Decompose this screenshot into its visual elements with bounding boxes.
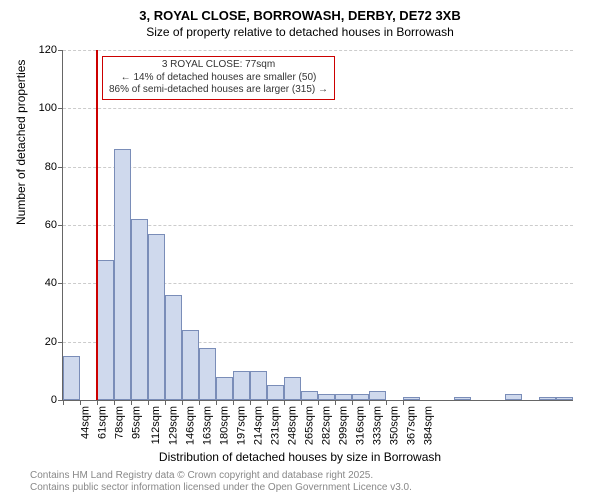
histogram-bar	[63, 356, 80, 400]
histogram-bar	[233, 371, 250, 400]
histogram-bar	[148, 234, 165, 400]
footer-line1: Contains HM Land Registry data © Crown c…	[30, 470, 412, 482]
x-axis-label: Distribution of detached houses by size …	[0, 450, 600, 464]
histogram-bar	[505, 394, 522, 400]
gridline	[63, 50, 573, 51]
y-tick-label: 0	[51, 394, 57, 406]
y-tick-label: 80	[45, 161, 57, 173]
x-tick-label: 282sqm	[321, 406, 333, 445]
x-tick-label: 129sqm	[168, 406, 180, 445]
x-tick-label: 384sqm	[423, 406, 435, 445]
footer-attribution: Contains HM Land Registry data © Crown c…	[30, 470, 412, 494]
footer-line2: Contains public sector information licen…	[30, 482, 412, 494]
histogram-bar	[216, 377, 233, 400]
y-tick-label: 100	[39, 102, 57, 114]
x-tick-label: 197sqm	[236, 406, 248, 445]
annotation-line2: ← 14% of detached houses are smaller (50…	[109, 72, 328, 85]
x-tick-label: 44sqm	[80, 406, 92, 439]
x-tick-label: 265sqm	[304, 406, 316, 445]
x-tick-label: 61sqm	[97, 406, 109, 439]
annotation-line1: 3 ROYAL CLOSE: 77sqm	[109, 59, 328, 72]
y-axis-label: Number of detached properties	[14, 60, 28, 225]
histogram-bar	[556, 397, 573, 400]
histogram-bar	[165, 295, 182, 400]
histogram-bar	[352, 394, 369, 400]
histogram-bar	[114, 149, 131, 400]
gridline	[63, 167, 573, 168]
x-tick-label: 163sqm	[202, 406, 214, 445]
histogram-bar	[284, 377, 301, 400]
x-tick-label: 333sqm	[372, 406, 384, 445]
annotation-box: 3 ROYAL CLOSE: 77sqm ← 14% of detached h…	[102, 56, 335, 100]
histogram-bar	[182, 330, 199, 400]
x-tick-label: 248sqm	[287, 406, 299, 445]
histogram-bar	[250, 371, 267, 400]
x-tick-label: 146sqm	[185, 406, 197, 445]
y-tick-label: 60	[45, 219, 57, 231]
x-tick-label: 316sqm	[355, 406, 367, 445]
y-tick-label: 20	[45, 336, 57, 348]
histogram-bar	[97, 260, 114, 400]
y-tick-label: 120	[39, 44, 57, 56]
x-tick-label: 231sqm	[270, 406, 282, 445]
histogram-bar	[267, 385, 284, 400]
histogram-bar	[301, 391, 318, 400]
x-tick-label: 78sqm	[114, 406, 126, 439]
histogram-bar	[335, 394, 352, 400]
histogram-bar	[199, 348, 216, 401]
x-tick-label: 112sqm	[150, 406, 162, 444]
chart-container: 3, ROYAL CLOSE, BORROWASH, DERBY, DE72 3…	[0, 0, 600, 500]
x-tick-label: 95sqm	[131, 406, 143, 439]
x-tick-label: 180sqm	[219, 406, 231, 445]
plot-area: 02040608010012044sqm61sqm78sqm95sqm112sq…	[62, 50, 573, 401]
histogram-bar	[403, 397, 420, 400]
gridline	[63, 108, 573, 109]
x-tick-label: 350sqm	[389, 406, 401, 445]
marker-line	[96, 50, 98, 400]
histogram-bar	[131, 219, 148, 400]
histogram-bar	[539, 397, 556, 400]
histogram-bar	[318, 394, 335, 400]
chart-subtitle: Size of property relative to detached ho…	[0, 25, 600, 39]
x-tick-label: 367sqm	[406, 406, 418, 445]
x-tick-label: 299sqm	[338, 406, 350, 445]
y-tick-label: 40	[45, 277, 57, 289]
annotation-line3: 86% of semi-detached houses are larger (…	[109, 84, 328, 97]
x-tick-label: 214sqm	[253, 406, 265, 445]
chart-title: 3, ROYAL CLOSE, BORROWASH, DERBY, DE72 3…	[0, 0, 600, 23]
histogram-bar	[454, 397, 471, 400]
histogram-bar	[369, 391, 386, 400]
